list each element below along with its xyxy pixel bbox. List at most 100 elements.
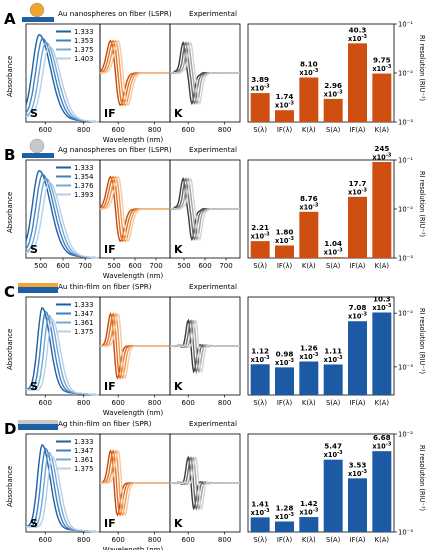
spectrum-letter: IF [104,517,116,530]
panel-label: C [4,283,15,301]
multiplier-exponent: -3 [313,202,319,208]
bar [275,245,294,258]
nanosphere-icon [29,2,45,18]
bar-category-label: S(A) [326,262,341,270]
legend-entry: 1.333 [74,28,93,36]
x-tick-label: 600 [39,536,52,544]
x-tick-label: 600 [112,399,125,407]
legend-entry: 1.333 [74,301,93,309]
bar-category-label: IF(λ) [277,262,293,270]
bar-value-label: 1.26 [300,344,318,353]
wavelength-label: Wavelength (nm) [103,409,164,417]
y-tick-label: 10⁻¹ [398,157,413,165]
legend-entry: 1.347 [74,310,93,318]
bar-category-label: K(A) [375,262,390,270]
multiplier-base: x10 [275,359,289,367]
bar-value-label: 245 [374,144,389,153]
bar [348,196,367,258]
experimental-label: Experimental [189,282,237,291]
bar [323,459,343,532]
bar-category-label: IF(A) [350,262,366,270]
multiplier-exponent: -3 [361,469,367,475]
panel-title: Au nanospheres on fiber (LSPR) [58,9,172,18]
x-tick-label: 600 [39,399,52,407]
spectrum-series-4 [100,176,170,243]
multiplier-base: x10 [372,154,386,162]
bar-multiplier-label: x10-3 [324,248,344,257]
bar [275,521,294,532]
multiplier-exponent: -3 [288,236,294,242]
bar-multiplier-label: x10-3 [275,512,295,521]
bar-value-label: 1.11 [324,346,342,355]
spectrum-series-4 [26,45,101,123]
bar-category-label: S(λ) [253,536,267,544]
panel-title: Ag thin-film on fiber (SPR) [58,419,152,428]
bar-category-label: K(λ) [302,126,316,134]
legend-entry: 1.375 [74,46,93,54]
bar-value-label: 6.68 [373,433,391,442]
x-tick-label: 800 [77,126,90,134]
spectrum-letter: S [30,107,38,120]
spectrum-letter: S [30,380,38,393]
multiplier-base: x10 [299,509,313,517]
spectrum-plot-k: K 600 800 [169,433,241,544]
bar-multiplier-label: x10-3 [372,303,392,312]
x-tick-label: 800 [148,126,161,134]
spectrum-letter: K [174,243,183,256]
ri-resolution-bar-chart: 1.41x10-3S(λ)1.28x10-3IF(λ)1.42x10-3K(λ)… [247,431,426,544]
multiplier-base: x10 [348,313,362,321]
spectrum-series-4 [169,42,240,105]
x-tick-label: 500 [107,262,120,270]
ri-resolution-bar-chart: 2.21x10-3S(λ)1.80x10-3IF(λ)8.76x10-3K(λ)… [247,144,426,270]
y-tick-label: 10⁻¹ [398,21,413,29]
bar-multiplier-label: x10-3 [299,352,319,361]
spectrum-series-4 [169,319,240,374]
panel-d: D Ag thin-film on fiber (SPR) Experimental… [4,419,426,554]
x-tick-label: 800 [77,536,90,544]
y-tick-label: 10⁻² [398,70,413,78]
multiplier-base: x10 [251,233,265,241]
multiplier-base: x10 [324,90,338,98]
multiplier-base: x10 [251,85,265,93]
multiplier-exponent: -3 [313,508,319,514]
multiplier-exponent: -3 [264,355,270,361]
spectrum-plot-if: IF 500 600 700 [99,159,171,270]
fiber-icon [22,17,54,22]
bar-multiplier-label: x10-3 [251,355,271,364]
spectrum-plot-if: IF 600 800 [99,296,171,407]
y-tick-label: 10⁻² [398,206,413,214]
bar [323,98,343,122]
spectrum-letter: K [174,107,183,120]
spectrum-series-4 [26,181,101,259]
x-tick-label: 800 [218,126,231,134]
bar-multiplier-label: x10-3 [348,469,368,478]
legend-entry: 1.403 [74,55,93,63]
x-tick-label: 700 [79,262,92,270]
bar [250,241,270,258]
x-tick-label: 500 [34,262,47,270]
bar-category-label: K(A) [375,536,390,544]
spectrum-letter: IF [104,107,116,120]
bar [299,77,319,122]
y-tick-label: 10⁻² [398,431,413,439]
y-tick-label: 10⁻³ [398,119,413,127]
bar [348,43,367,122]
x-tick-label: 600 [112,126,125,134]
bar [299,211,319,258]
bar-multiplier-label: x10-3 [348,312,368,321]
bar-category-label: S(λ) [253,126,267,134]
legend-entry: 1.393 [74,191,93,199]
bar [275,367,294,395]
au-sphere-icon [22,2,54,22]
multiplier-base: x10 [251,509,265,517]
plot-frame [247,296,395,396]
bar-category-label: K(A) [375,399,390,407]
bar-category-label: S(λ) [253,399,267,407]
x-tick-label: 600 [39,126,52,134]
panel-label: A [4,10,16,28]
bar-value-label: 40.3 [349,25,367,34]
bar-multiplier-label: x10-3 [251,232,271,241]
bar-category-label: IF(A) [350,536,366,544]
